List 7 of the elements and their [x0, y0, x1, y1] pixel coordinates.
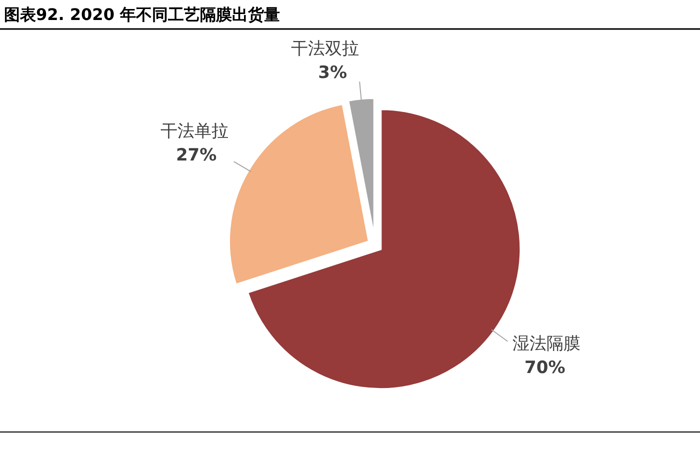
slice-label: 干法双拉 [291, 38, 359, 59]
data-label: 3% [318, 62, 347, 83]
chart-title: 图表92. 2020 年不同工艺隔膜出货量 [4, 5, 280, 24]
data-label: 70% [524, 358, 566, 378]
slice-label: 干法单拉 [160, 121, 229, 142]
slice-label: 湿法隔膜 [512, 334, 581, 354]
data-label: 27% [176, 145, 217, 166]
